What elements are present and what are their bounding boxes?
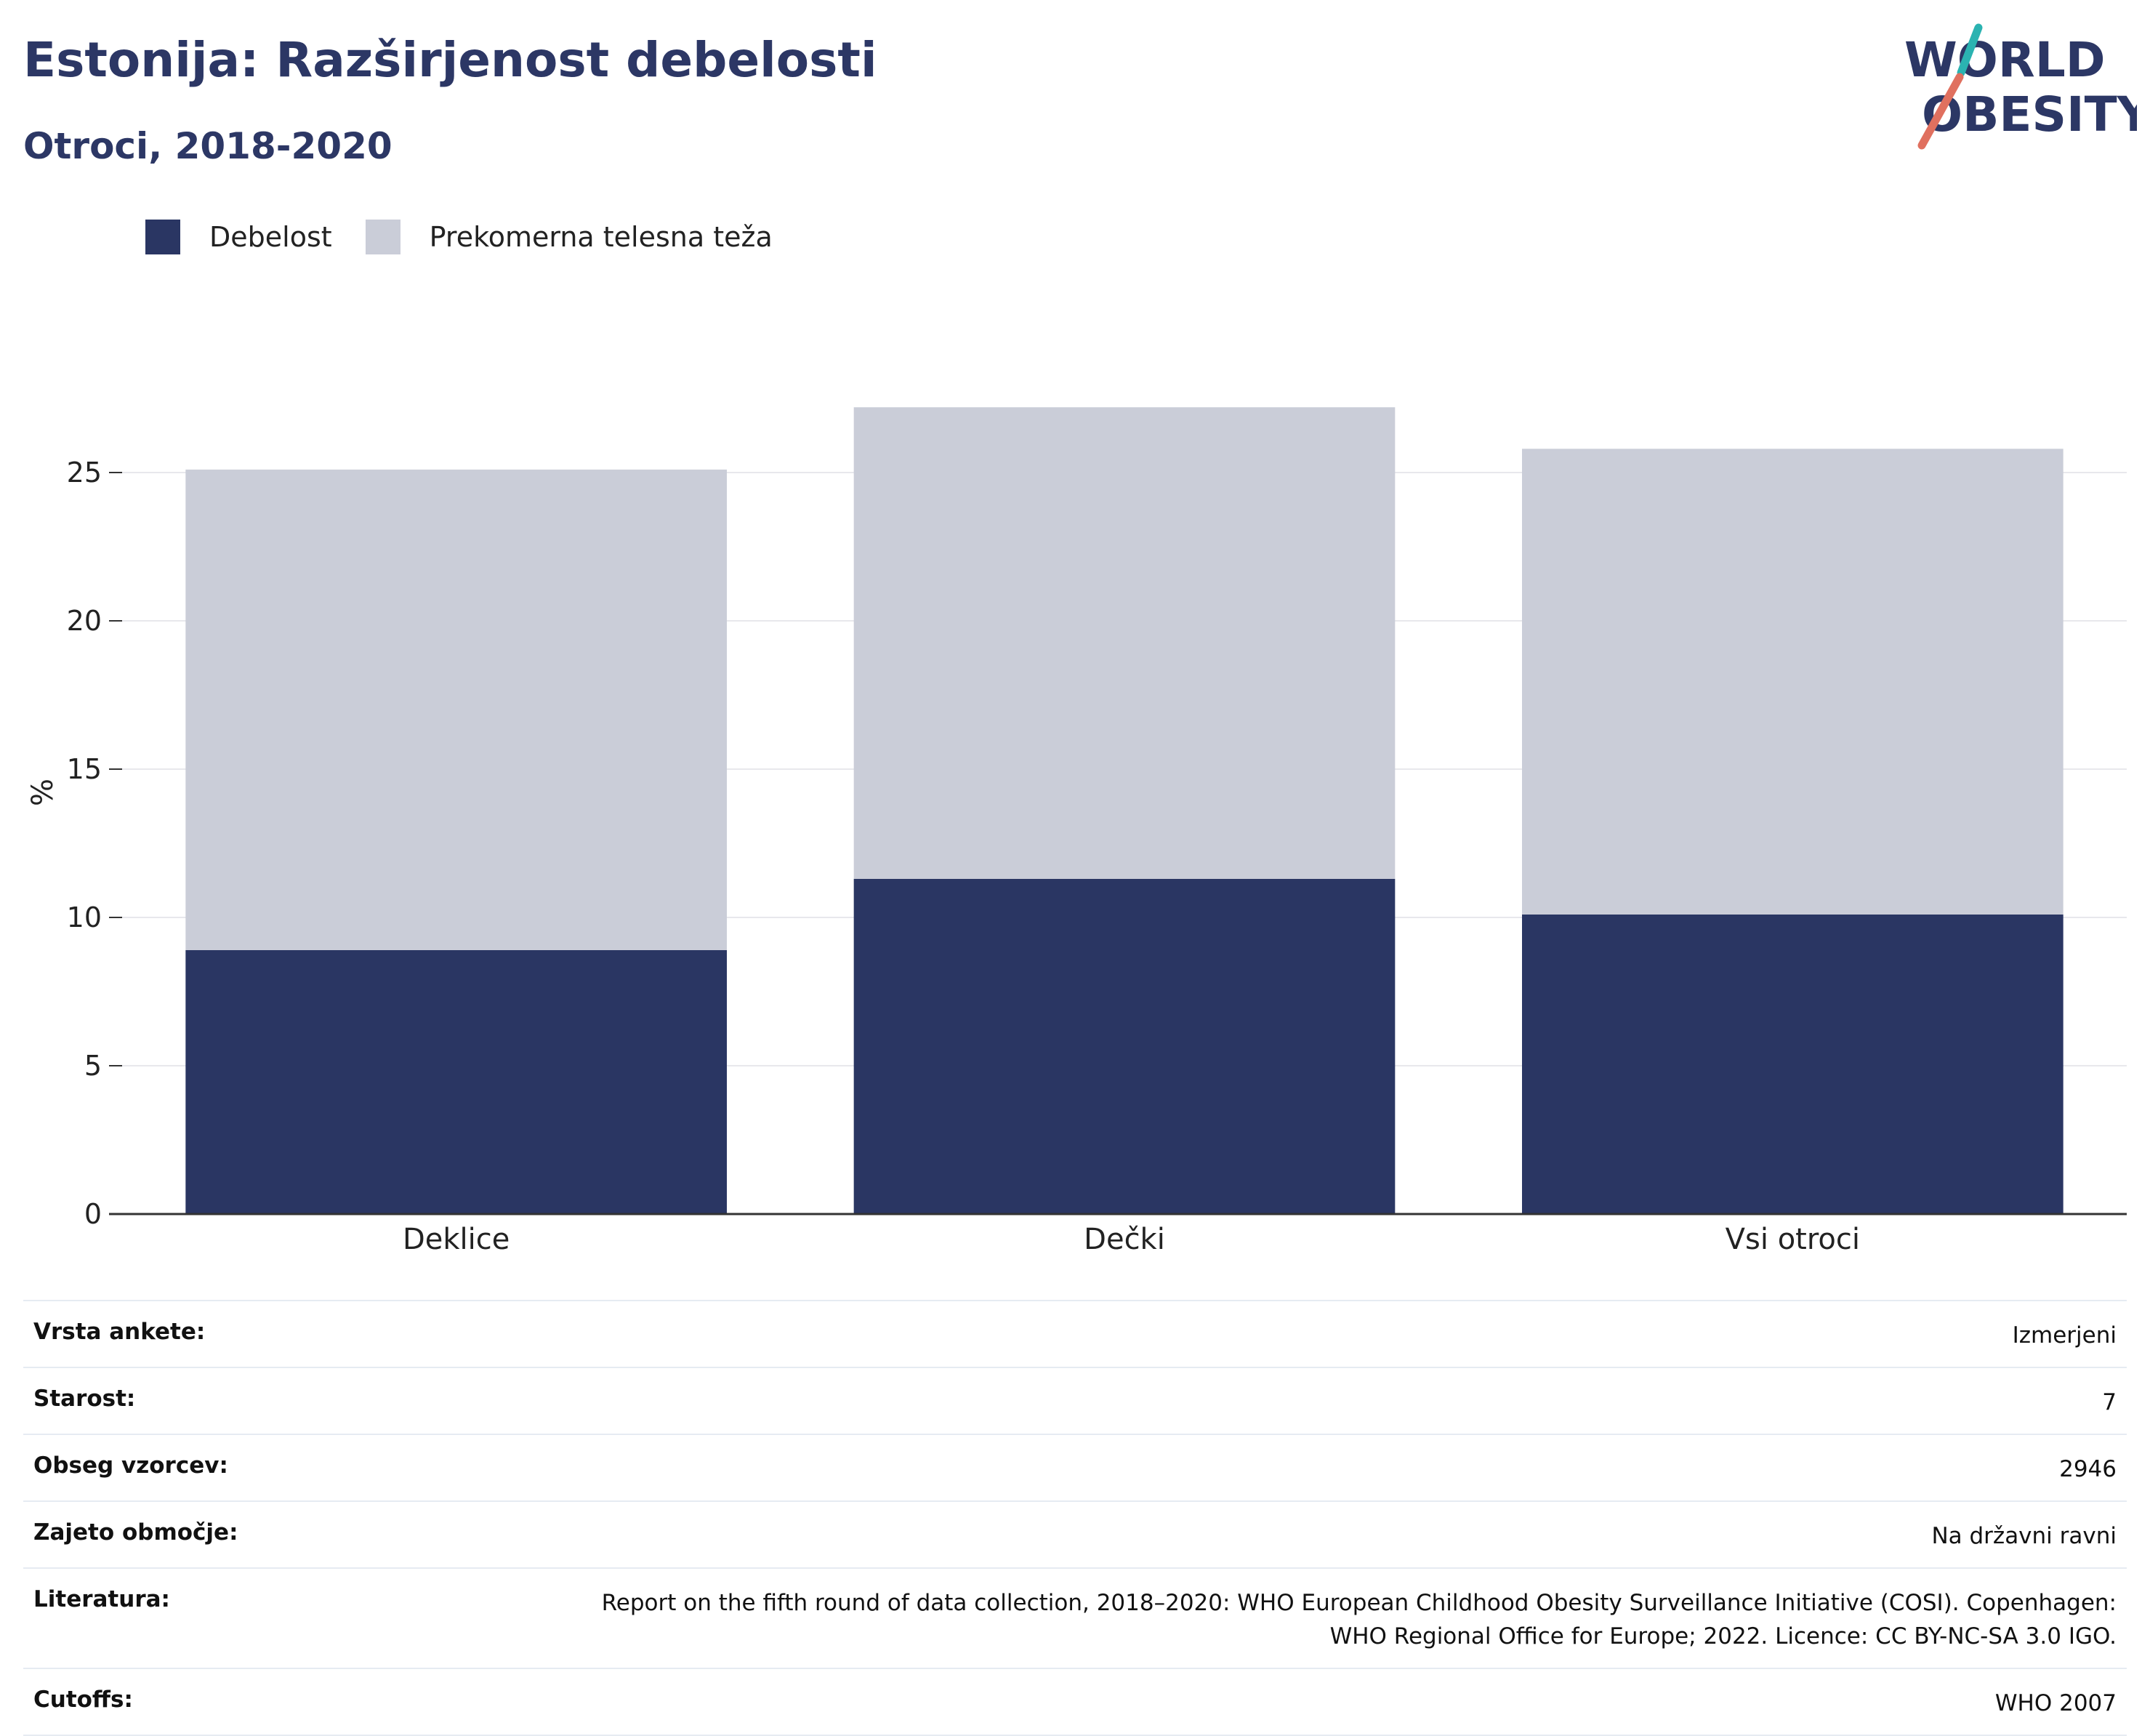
y-tick-label: 15 bbox=[67, 753, 102, 785]
logo-text-obesity: OBESITY bbox=[1922, 87, 2137, 142]
bar-overweight bbox=[853, 407, 1396, 879]
survey-details-table: Vrsta ankete: Izmerjeni Starost: 7 Obseg vzo… bbox=[23, 1300, 2127, 1736]
meta-value: WHO 2007 bbox=[1995, 1687, 2117, 1720]
meta-key: Obseg vzorcev: bbox=[33, 1452, 228, 1479]
meta-key: Cutoffs: bbox=[33, 1687, 133, 1713]
meta-key: Zajeto območje: bbox=[33, 1519, 238, 1546]
meta-row: Cutoffs: WHO 2007 bbox=[23, 1668, 2127, 1736]
y-tick-label: 5 bbox=[84, 1050, 102, 1082]
legend-swatch-overweight bbox=[365, 220, 400, 254]
meta-key: Literatura: bbox=[33, 1586, 170, 1612]
meta-value-line: WHO Regional Office for Europe; 2022. Li… bbox=[1329, 1623, 2117, 1649]
legend-item-overweight: Prekomerna telesna teža bbox=[365, 220, 773, 254]
world-obesity-logo: WORLD OBESITY bbox=[1904, 23, 2137, 150]
meta-value-line: Report on the fifth round of data collec… bbox=[601, 1590, 2117, 1616]
meta-value: Na državni ravni bbox=[1931, 1519, 2117, 1553]
meta-value-line: Na državni ravni bbox=[1931, 1523, 2117, 1549]
meta-row: Vrsta ankete: Izmerjeni bbox=[23, 1300, 2127, 1367]
meta-value: 2946 bbox=[2059, 1452, 2117, 1486]
meta-value-line: 7 bbox=[2102, 1389, 2117, 1415]
chart-title: Estonija: Razširjenost debelosti bbox=[23, 32, 877, 88]
legend-label-overweight: Prekomerna telesna teža bbox=[429, 221, 773, 253]
meta-value: Izmerjeni bbox=[2013, 1319, 2117, 1352]
meta-row: Starost: 7 bbox=[23, 1367, 2127, 1434]
y-axis-label: % bbox=[26, 779, 60, 806]
y-tick-label: 20 bbox=[67, 605, 102, 637]
logo-slash-coral bbox=[1917, 73, 1964, 150]
x-tick-label: Dečki bbox=[1084, 1223, 1165, 1256]
meta-value: Report on the fifth round of data collec… bbox=[602, 1586, 2117, 1653]
legend-item-obesity: Debelost bbox=[145, 220, 332, 254]
legend: Debelost Prekomerna telesna teža bbox=[145, 215, 806, 259]
meta-value-line: 2946 bbox=[2059, 1456, 2117, 1482]
meta-key: Vrsta ankete: bbox=[33, 1319, 206, 1345]
x-tick-label: Deklice bbox=[403, 1223, 510, 1256]
y-tick-label: 10 bbox=[67, 901, 102, 933]
logo-text-world: WORLD bbox=[1904, 32, 2106, 88]
legend-swatch-obesity bbox=[145, 220, 180, 254]
bar-overweight bbox=[185, 469, 727, 950]
meta-row: Zajeto območje: Na državni ravni bbox=[23, 1500, 2127, 1567]
meta-key: Starost: bbox=[33, 1386, 136, 1412]
x-tick-label: Vsi otroci bbox=[1726, 1223, 1860, 1256]
bar-obesity bbox=[185, 949, 727, 1214]
legend-label-obesity: Debelost bbox=[209, 221, 332, 253]
meta-value: 7 bbox=[2102, 1386, 2117, 1419]
bar-obesity bbox=[853, 878, 1396, 1214]
meta-value-line: WHO 2007 bbox=[1994, 1690, 2117, 1716]
y-tick-label: 25 bbox=[67, 457, 102, 489]
stacked-bar-chart: 0 5 10 15 20 25% Deklice Dečki Vsi otroci bbox=[26, 407, 2127, 1256]
bar-overweight bbox=[1522, 449, 2064, 915]
chart-subtitle: Otroci, 2018-2020 bbox=[23, 125, 392, 167]
logo-slash-teal bbox=[1957, 23, 1983, 77]
y-tick-label: 0 bbox=[84, 1198, 102, 1230]
meta-value-line: Izmerjeni bbox=[2012, 1322, 2117, 1349]
meta-row: Obseg vzorcev: 2946 bbox=[23, 1434, 2127, 1500]
meta-row: Literatura: Report on the fifth round of … bbox=[23, 1567, 2127, 1668]
bar-obesity bbox=[1522, 914, 2064, 1214]
